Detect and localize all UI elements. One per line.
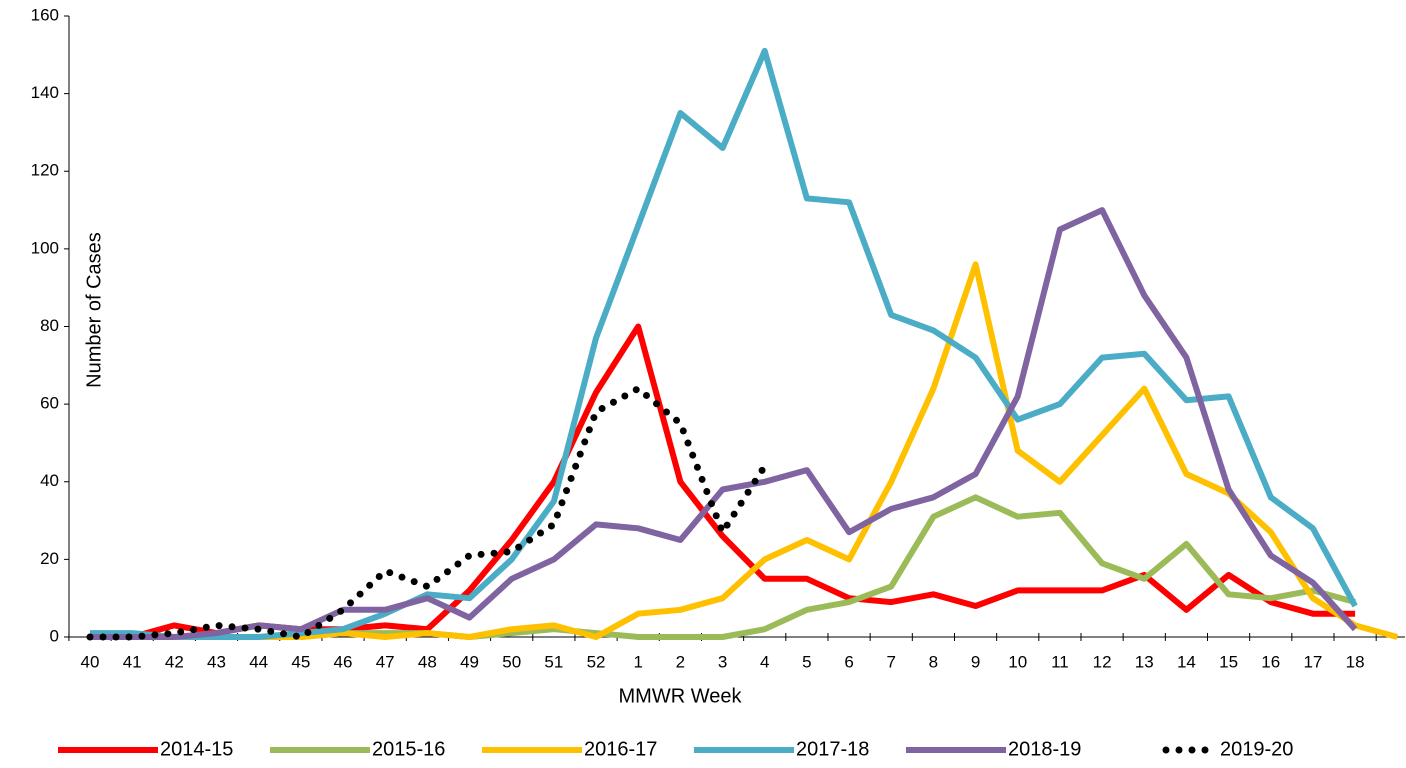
x-tick-label: 9	[971, 652, 980, 671]
x-tick-label: 46	[334, 652, 353, 671]
legend-label: 2015-16	[372, 738, 445, 760]
y-tick-label: 80	[40, 316, 59, 335]
x-tick-label: 5	[802, 652, 811, 671]
legend-label: 2016-17	[584, 738, 657, 760]
x-tick-label: 14	[1177, 652, 1196, 671]
y-tick-label: 60	[40, 394, 59, 413]
x-tick-label: 15	[1219, 652, 1238, 671]
x-tick-label: 45	[291, 652, 310, 671]
x-tick-label: 40	[81, 652, 100, 671]
y-axis-title: Number of Cases	[83, 232, 105, 388]
x-tick-label: 50	[502, 652, 521, 671]
x-tick-label: 42	[165, 652, 184, 671]
y-tick-label: 120	[31, 161, 59, 180]
x-tick-label: 1	[633, 652, 642, 671]
x-tick-label: 12	[1093, 652, 1112, 671]
x-tick-label: 51	[544, 652, 563, 671]
y-tick-label: 0	[50, 626, 59, 645]
series-line	[90, 207, 1358, 640]
x-tick-label: 18	[1346, 652, 1365, 671]
legend-label: 2019-20	[1220, 738, 1293, 760]
y-tick-label: 20	[40, 549, 59, 568]
legend-label: 2014-15	[160, 738, 233, 760]
x-tick-label: 17	[1303, 652, 1322, 671]
x-tick-label: 44	[249, 652, 268, 671]
y-tick-label: 140	[31, 83, 59, 102]
x-tick-label: 4	[760, 652, 769, 671]
x-tick-label: 10	[1008, 652, 1027, 671]
series-line	[86, 385, 769, 641]
x-tick-label: 7	[886, 652, 895, 671]
x-tick-label: 3	[718, 652, 727, 671]
x-tick-label: 49	[460, 652, 479, 671]
series-line	[90, 494, 1356, 640]
x-tick-label: 52	[587, 652, 606, 671]
x-tick-label: 43	[207, 652, 226, 671]
x-tick-label: 48	[418, 652, 437, 671]
y-tick-label: 40	[40, 471, 59, 490]
x-tick-label: 16	[1261, 652, 1280, 671]
x-tick-label: 13	[1135, 652, 1154, 671]
series-line	[90, 47, 1358, 640]
x-tick-label: 8	[929, 652, 938, 671]
y-tick-label: 100	[31, 238, 59, 257]
x-tick-label: 41	[123, 652, 142, 671]
series-line	[90, 261, 1399, 640]
legend-label: 2018-19	[1008, 738, 1081, 760]
x-tick-label: 47	[376, 652, 395, 671]
y-tick-label: 160	[31, 5, 59, 24]
x-tick-label: 2	[676, 652, 685, 671]
legend-label: 2017-18	[796, 738, 869, 760]
x-axis-title: MMWR Week	[619, 685, 743, 707]
x-tick-label: 6	[844, 652, 853, 671]
x-tick-label: 11	[1051, 652, 1069, 671]
